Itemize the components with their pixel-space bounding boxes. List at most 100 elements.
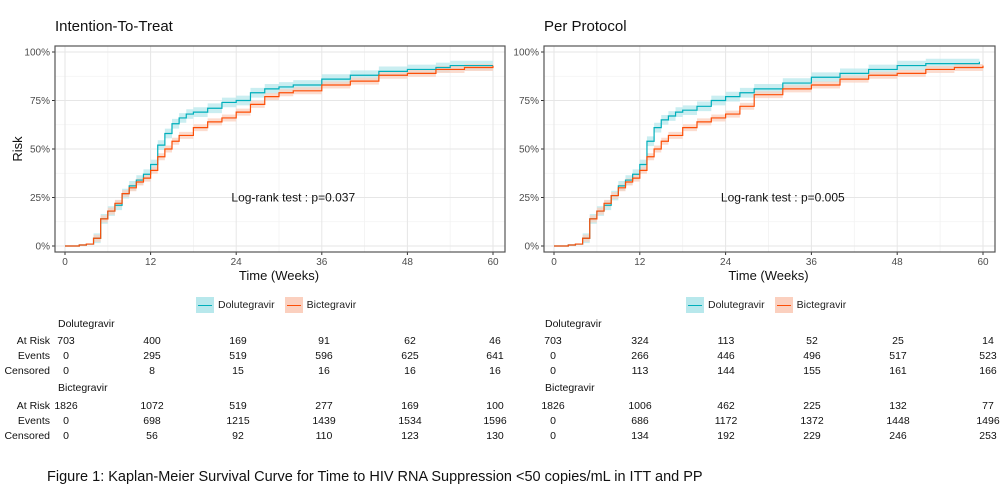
itt-km-chart: 0 12 24 36 48 60 0% 25% 50% 75% 100% Log-rank test … [10, 45, 506, 283]
table-cell: 266 [631, 350, 649, 362]
table-cell: 100 [486, 400, 504, 412]
table-cell: 1172 [714, 415, 738, 427]
figure-caption: Figure 1: Kaplan-Meier Survival Curve fo… [47, 469, 703, 485]
x-tick-label: 0 [62, 257, 68, 268]
table-cell: 517 [889, 350, 907, 362]
table-cell: 462 [717, 400, 735, 412]
itt-legend: Dolutegravir Bictegravir [196, 297, 366, 313]
y-tick-label: 50% [30, 145, 50, 156]
table-cell: 295 [143, 350, 161, 362]
x-tick-label: 24 [720, 257, 732, 268]
pp-risk-table: Dolutegravir 703 324 113 52 25 14 0 266 446 496 517… [541, 318, 1000, 442]
table-cell: 1826 [54, 400, 78, 412]
table-cell: 0 [63, 350, 69, 362]
table-cell: 446 [717, 350, 735, 362]
table-cell: 0 [550, 350, 556, 362]
table-cell: 144 [717, 365, 735, 377]
table-cell: 169 [401, 400, 419, 412]
y-tick-label: 50% [519, 145, 539, 156]
legend-swatch [686, 297, 704, 313]
table-cell: 703 [57, 335, 75, 347]
row-label: Events [17, 415, 50, 427]
legend-label: Dolutegravir [708, 299, 765, 311]
row-label: Events [17, 350, 50, 362]
table-cell: 1448 [886, 415, 910, 427]
legend-label: Bictegravir [306, 299, 357, 311]
table-cell: 229 [803, 430, 821, 442]
row-label: Censored [4, 430, 50, 442]
x-tick-label: 60 [487, 257, 499, 268]
pp-legend: Dolutegravir Bictegravir [686, 297, 856, 313]
table-cell: 703 [544, 335, 562, 347]
row-label: At Risk [16, 400, 50, 412]
table-cell: 113 [631, 365, 649, 377]
log-rank-annotation: Log-rank test : p=0.037 [231, 190, 355, 204]
table-cell: 1006 [628, 400, 652, 412]
table-cell: 169 [229, 335, 247, 347]
bictegravir-ci-band [65, 62, 493, 247]
table-cell: 0 [63, 430, 69, 442]
pp-km-chart: 0 12 24 36 48 60 0% 25% 50% 75% 100% Log-rank test … [513, 45, 996, 283]
table-cell: 523 [979, 350, 997, 362]
table-cell: 134 [631, 430, 649, 442]
table-cell: 130 [486, 430, 504, 442]
y-tick-label: 25% [519, 193, 539, 204]
legend-label: Dolutegravir [218, 299, 275, 311]
table-cell: 15 [232, 365, 244, 377]
y-tick-label: 0% [36, 242, 51, 253]
table-cell: 0 [63, 365, 69, 377]
x-tick-label: 36 [806, 257, 818, 268]
row-label: At Risk [16, 335, 50, 347]
x-axis-label: Time (Weeks) [728, 268, 808, 283]
x-tick-label: 48 [892, 257, 904, 268]
table-cell: 1439 [312, 415, 336, 427]
table-cell: 46 [489, 335, 501, 347]
table-cell: 16 [404, 365, 416, 377]
table-cell: 155 [803, 365, 821, 377]
table-cell: 25 [892, 335, 904, 347]
group-header: Bictegravir [58, 382, 108, 394]
table-cell: 1072 [140, 400, 164, 412]
table-cell: 246 [889, 430, 907, 442]
table-cell: 132 [889, 400, 907, 412]
y-tick-label: 25% [30, 193, 50, 204]
group-header: Dolutegravir [58, 318, 115, 330]
table-cell: 0 [63, 415, 69, 427]
plot-border [54, 45, 506, 253]
table-cell: 225 [803, 400, 821, 412]
table-cell: 596 [315, 350, 333, 362]
table-cell: 641 [486, 350, 504, 362]
table-cell: 1534 [398, 415, 422, 427]
table-cell: 110 [315, 430, 333, 442]
table-cell: 324 [631, 335, 649, 347]
table-cell: 0 [550, 365, 556, 377]
log-rank-annotation: Log-rank test : p=0.005 [721, 190, 845, 204]
x-tick-label: 24 [231, 257, 243, 268]
table-cell: 1496 [976, 415, 1000, 427]
table-cell: 1372 [800, 415, 824, 427]
x-tick-label: 12 [634, 257, 646, 268]
legend-dolutegravir: Dolutegravir [196, 297, 275, 313]
x-tick-label: 48 [402, 257, 414, 268]
table-cell: 496 [803, 350, 821, 362]
table-cell: 253 [979, 430, 997, 442]
x-tick-label: 12 [145, 257, 157, 268]
table-cell: 625 [401, 350, 419, 362]
x-tick-label: 36 [316, 257, 328, 268]
y-tick-label: 75% [519, 96, 539, 107]
table-cell: 16 [489, 365, 501, 377]
row-label: Censored [4, 365, 50, 377]
y-axis-label: Risk [10, 136, 25, 162]
table-cell: 1215 [226, 415, 250, 427]
legend-bictegravir: Bictegravir [284, 297, 357, 313]
y-tick-label: 0% [525, 242, 540, 253]
table-cell: 277 [315, 400, 333, 412]
table-cell: 91 [318, 335, 330, 347]
table-cell: 1826 [541, 400, 565, 412]
group-header: Dolutegravir [545, 318, 602, 330]
table-cell: 14 [982, 335, 994, 347]
table-cell: 0 [550, 430, 556, 442]
table-cell: 0 [550, 415, 556, 427]
table-cell: 166 [979, 365, 997, 377]
